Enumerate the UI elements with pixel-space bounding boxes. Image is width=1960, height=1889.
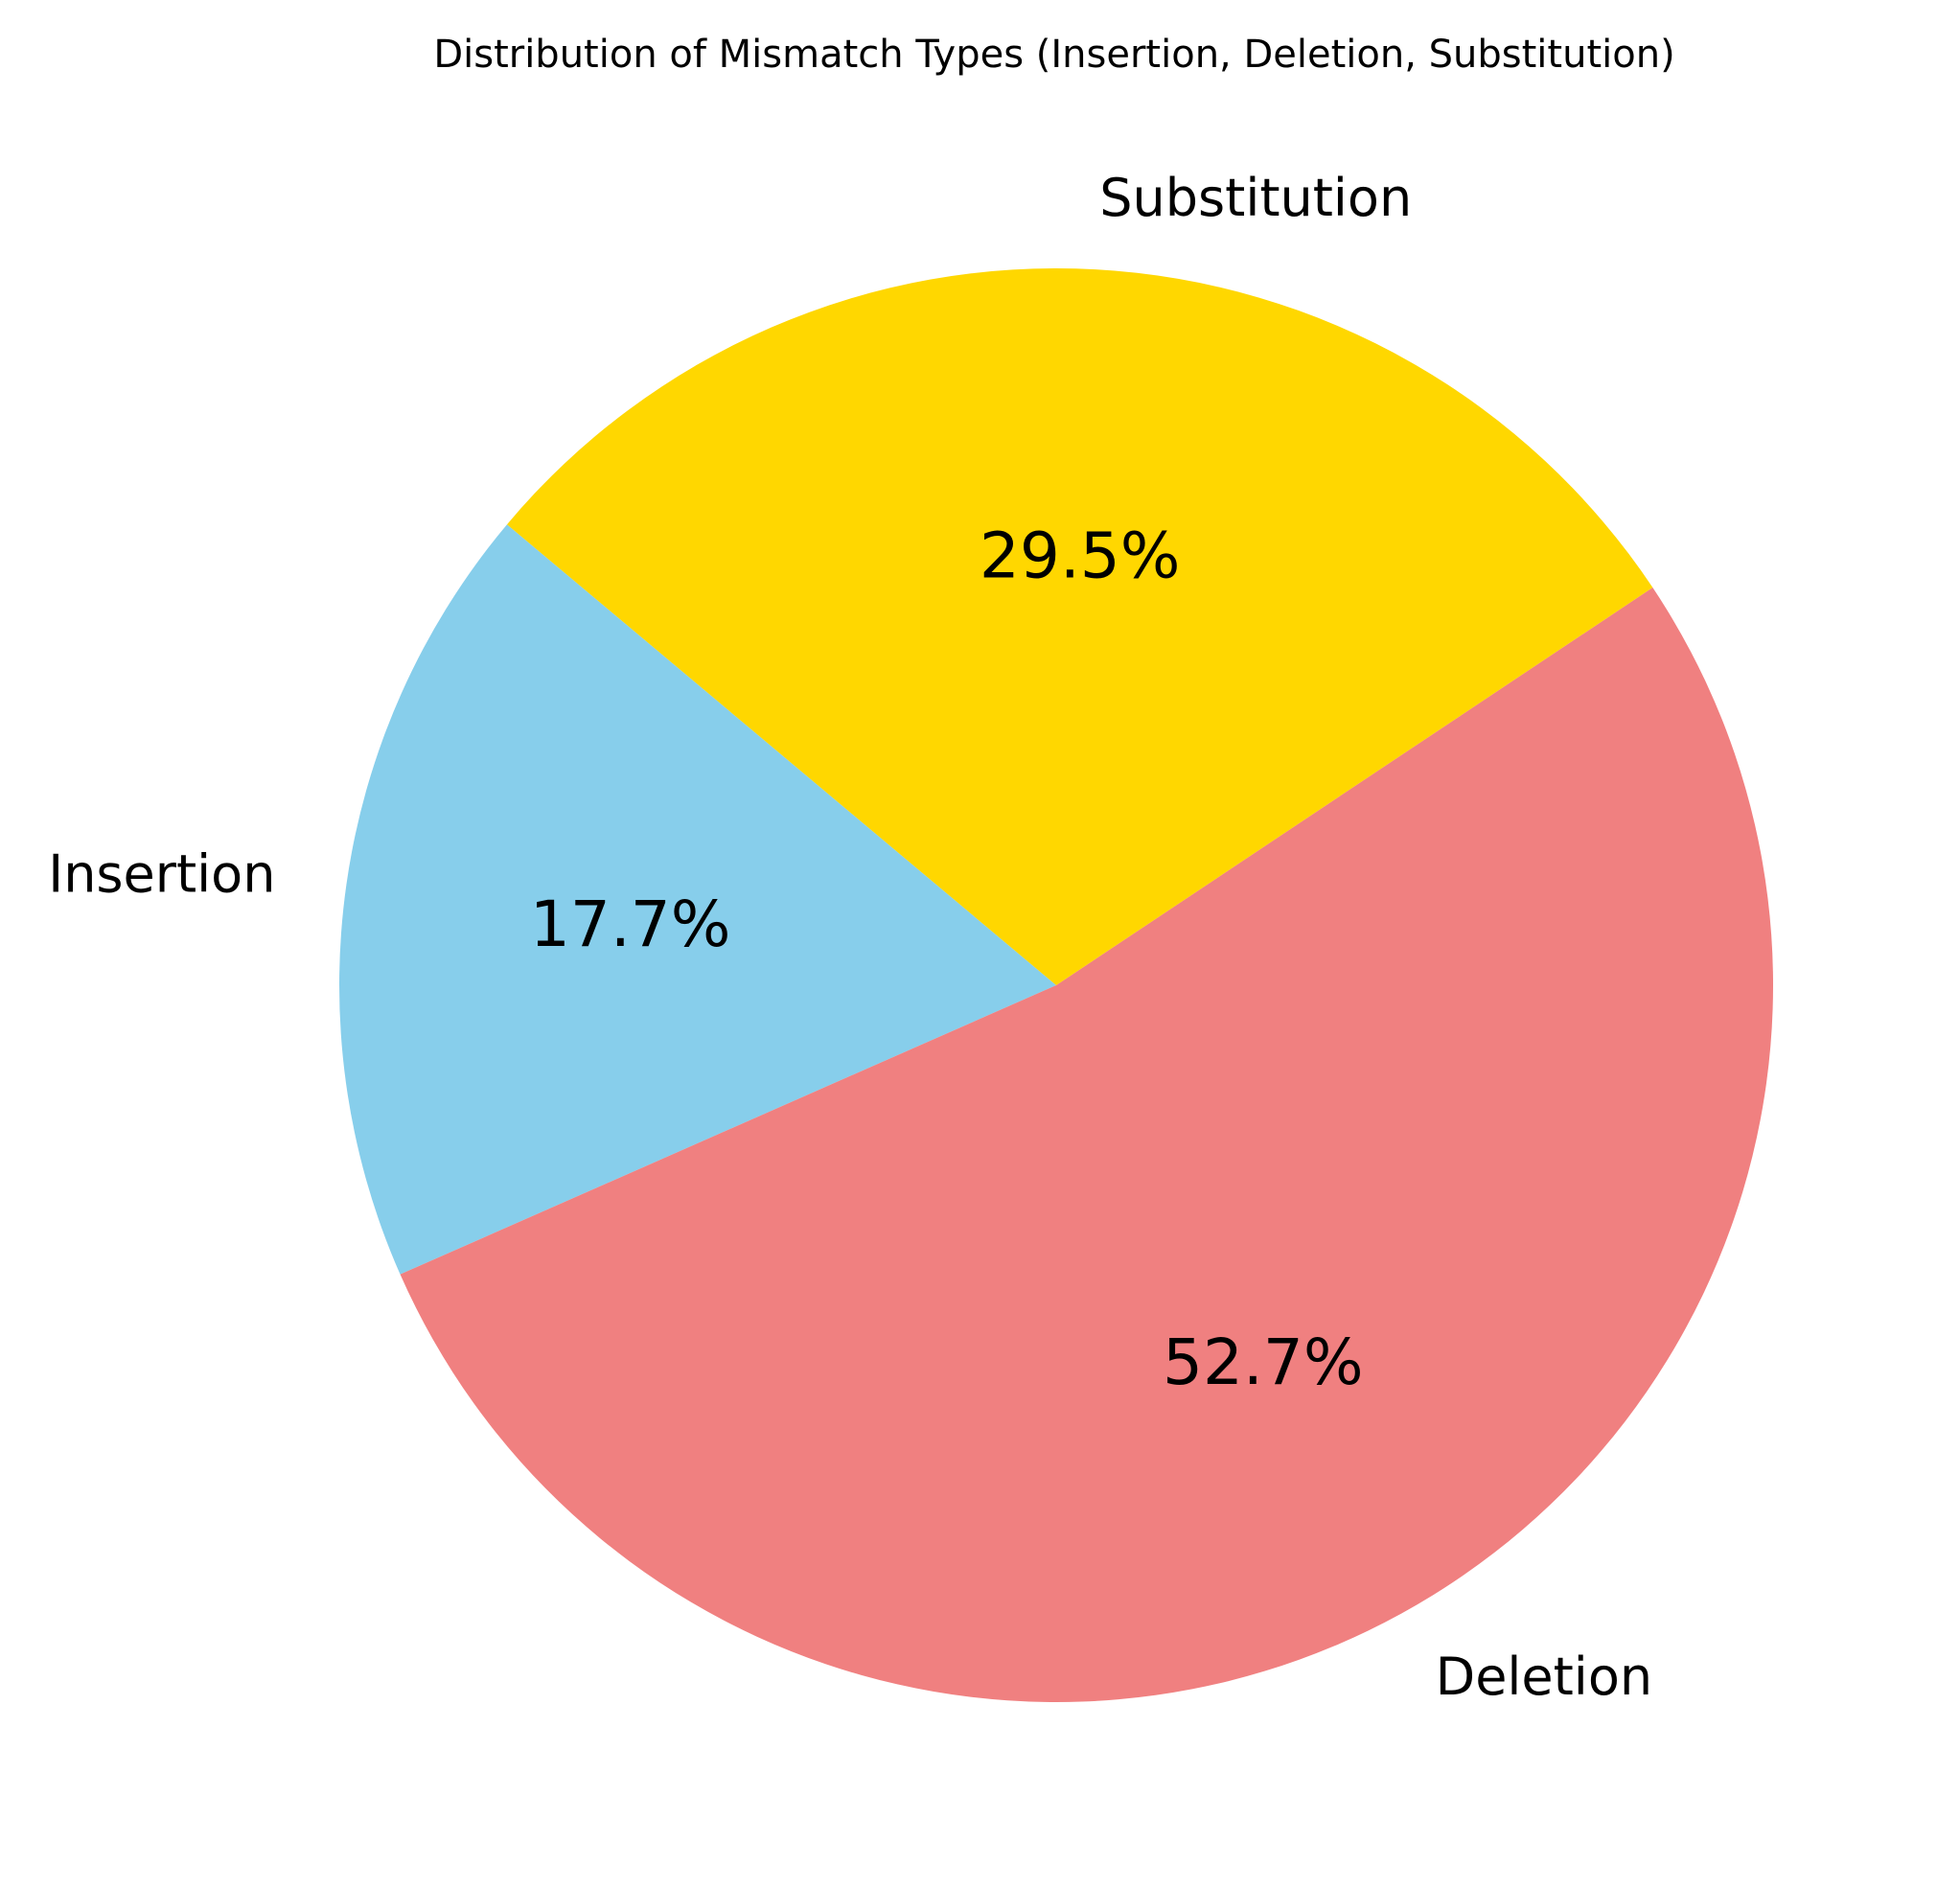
pie-labels: Insertion 17.7% Deletion 52.7% Substitution 2… — [48, 168, 1652, 1707]
pct-label-deletion: 52.7% — [1163, 1325, 1364, 1399]
chart-title: Distribution of Mismatch Types (Insertio… — [433, 33, 1674, 77]
slice-label-deletion: Deletion — [1436, 1647, 1652, 1707]
pie-slice-substitution — [506, 268, 1653, 986]
slice-label-substitution: Substitution — [1099, 168, 1412, 228]
pie-slice-insertion — [338, 524, 1056, 1275]
pie-slices — [338, 268, 1773, 1702]
pct-label-insertion: 17.7% — [530, 887, 731, 961]
slice-label-insertion: Insertion — [48, 843, 275, 904]
pct-label-substitution: 29.5% — [980, 518, 1181, 592]
pie-slice-deletion — [400, 587, 1773, 1702]
